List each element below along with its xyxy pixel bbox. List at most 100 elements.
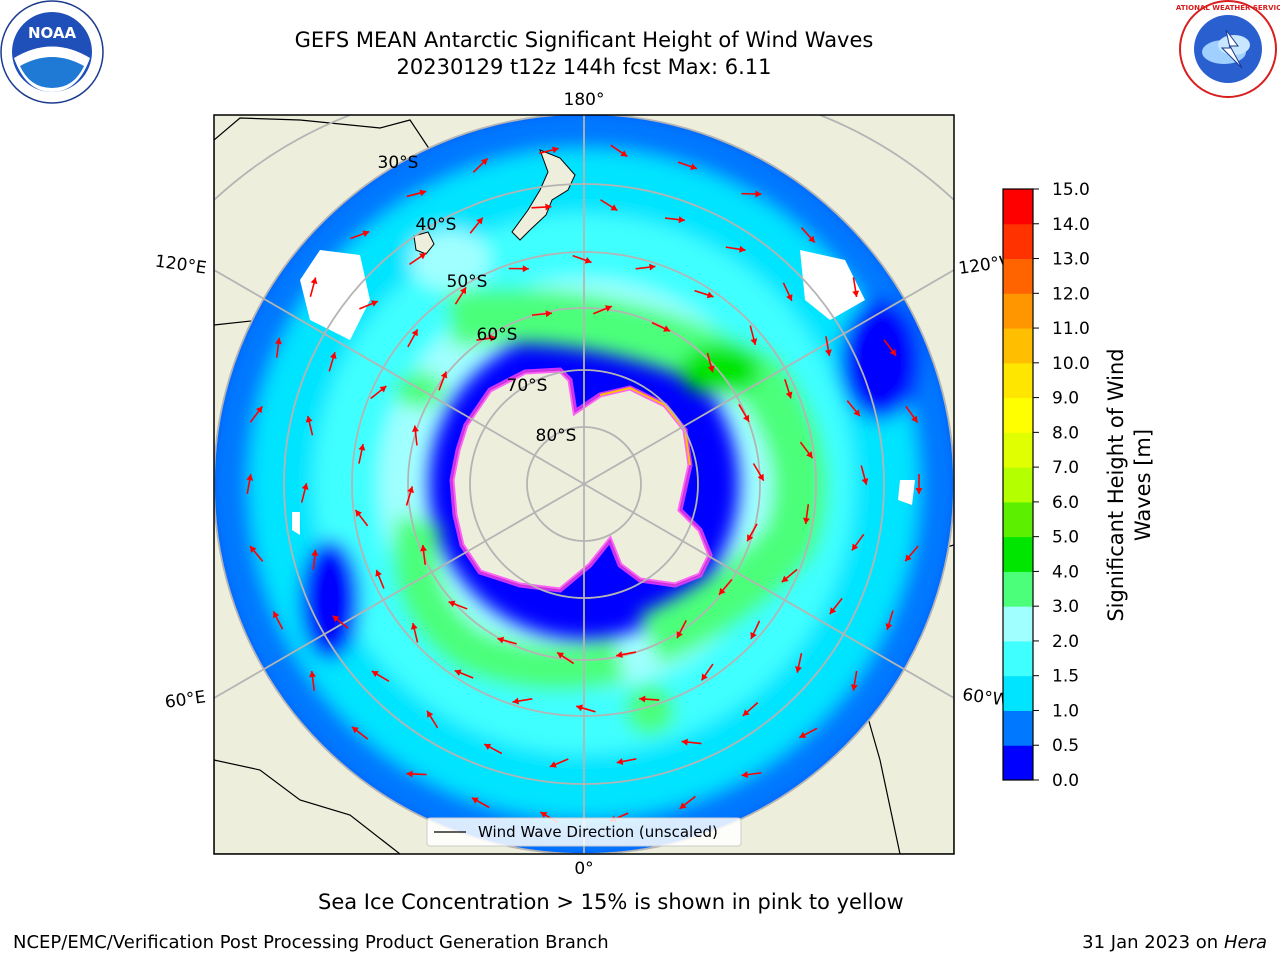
colorbar-swatch xyxy=(1003,536,1033,572)
colorbar-swatch xyxy=(1003,397,1033,433)
wave-direction-arrow xyxy=(718,578,733,596)
colorbar-swatch xyxy=(1003,606,1033,642)
wave-direction-arrow xyxy=(784,379,793,399)
colorbar-tick-label: 3.0 xyxy=(1052,597,1079,617)
wave-direction-arrow xyxy=(411,425,419,446)
wave-direction-arrow xyxy=(600,199,618,212)
wave-direction-arrow xyxy=(309,277,318,297)
colorbar-tick-label: 11.0 xyxy=(1052,319,1090,339)
colorbar: 0.0 0.5 1.0 1.5 2.0 3.0 4.0 5.0 6.0 7.0 8.0 9.0 10.0… xyxy=(1002,180,1090,791)
wave-direction-arrow xyxy=(508,265,529,273)
footer-date: 31 Jan 2023 on xyxy=(1082,932,1219,953)
colorbar-tick-label: 10.0 xyxy=(1052,354,1090,374)
wave-direction-arrow xyxy=(798,727,818,739)
parallel-label: 40°S xyxy=(416,215,457,235)
footer-left: NCEP/EMC/Verification Post Processing Pr… xyxy=(13,932,609,953)
parallel-label: 80°S xyxy=(536,426,577,446)
colorbar-swatch xyxy=(1003,432,1033,468)
colorbar-tick-label: 14.0 xyxy=(1052,215,1090,235)
wave-direction-arrow xyxy=(905,405,919,423)
wave-direction-arrow xyxy=(512,697,533,705)
wave-direction-arrow xyxy=(915,474,923,494)
parallel-label: 30°S xyxy=(378,153,419,173)
nodata-patch xyxy=(292,512,300,535)
wave-direction-arrow xyxy=(850,670,858,691)
wave-direction-arrow xyxy=(531,203,552,211)
wave-direction-arrow xyxy=(664,216,685,224)
legend-box xyxy=(426,817,742,847)
wave-direction-arrow xyxy=(311,549,319,570)
wave-direction-arrow xyxy=(539,146,559,155)
colorbar-tick-label: 0.5 xyxy=(1052,736,1079,756)
chart-subtitle: 20230129 t12z 144h fcst Max: 6.11 xyxy=(396,55,772,79)
wave-direction-arrow xyxy=(677,161,698,171)
wind-wave-arrows xyxy=(246,144,923,823)
meridian-label: 0° xyxy=(574,859,593,879)
wave-direction-arrow xyxy=(406,770,427,778)
wave-direction-arrow xyxy=(802,504,810,525)
wave-direction-arrow xyxy=(883,339,897,357)
noaa-logo: NOAA xyxy=(0,0,104,104)
wave-direction-arrow xyxy=(635,263,656,271)
wave-direction-arrow xyxy=(483,743,503,755)
meridian-label: 120°E xyxy=(154,252,208,279)
colorbar-tick-label: 13.0 xyxy=(1052,250,1090,270)
wave-direction-arrow xyxy=(800,227,816,244)
wave-direction-arrow xyxy=(651,321,671,332)
colorbar-tick-label: 5.0 xyxy=(1052,528,1079,548)
wave-direction-arrow xyxy=(676,620,687,639)
colorbar-swatch xyxy=(1003,223,1033,260)
wave-direction-arrow xyxy=(700,663,714,681)
colorbar-swatch xyxy=(1003,293,1033,329)
wave-direction-arrow xyxy=(639,695,660,703)
wave-direction-arrow xyxy=(405,486,414,506)
legend-label: Wind Wave Direction (unscaled) xyxy=(478,823,718,841)
nws-logo: NATIONAL WEATHER SERVICE xyxy=(1176,0,1280,98)
wave-direction-arrow xyxy=(454,669,474,679)
wave-direction-arrow xyxy=(742,702,759,717)
nodata-patch xyxy=(300,250,370,340)
wave-direction-arrow xyxy=(249,545,264,562)
wave-direction-arrow xyxy=(305,415,314,436)
wave-direction-arrow xyxy=(308,670,316,691)
wave-direction-arrow xyxy=(593,305,613,315)
wave-direction-arrow xyxy=(829,597,843,615)
wave-direction-arrow xyxy=(272,610,284,630)
colorbar-tick-label: 0.0 xyxy=(1052,771,1079,791)
wave-direction-arrow xyxy=(556,651,575,665)
wave-direction-arrow xyxy=(741,190,762,198)
wave-direction-arrow xyxy=(426,710,439,729)
colorbar-label-line2: Waves [m] xyxy=(1131,429,1155,541)
wave-direction-arrow xyxy=(549,758,569,768)
wave-direction-arrow xyxy=(846,400,861,417)
wave-direction-arrow xyxy=(354,509,369,527)
wave-direction-arrow xyxy=(469,217,484,234)
wave-direction-arrow xyxy=(300,482,309,503)
sea-ice-note: Sea Ice Concentration > 15% is shown in … xyxy=(318,890,904,914)
map-frame xyxy=(213,114,955,855)
wave-direction-arrow xyxy=(782,282,793,302)
wave-direction-arrow xyxy=(750,620,761,640)
colorbar-swatch xyxy=(1003,571,1033,607)
colorbar-swatch xyxy=(1003,258,1033,294)
wave-direction-arrow xyxy=(370,385,387,400)
wave-direction-arrow xyxy=(738,404,750,423)
wave-direction-arrow xyxy=(795,653,803,673)
wave-direction-arrow xyxy=(904,545,919,562)
colorbar-label-line1: Significant Height of Wind xyxy=(1104,348,1128,621)
colorbar-swatch xyxy=(1003,501,1033,538)
wave-direction-arrow xyxy=(610,144,628,158)
colorbar-tick-label: 1.5 xyxy=(1052,667,1079,687)
wave-direction-arrow xyxy=(799,441,814,459)
wave-direction-arrow xyxy=(471,797,490,809)
colorbar-swatch xyxy=(1003,328,1033,364)
parallel-label: 50°S xyxy=(447,272,488,292)
wave-direction-arrow xyxy=(725,245,746,253)
wave-direction-arrow xyxy=(350,230,370,240)
colorbar-tick-label: 7.0 xyxy=(1052,458,1079,478)
sea-ice-edge xyxy=(449,367,713,593)
meridian-label: 60°E xyxy=(164,687,207,712)
wave-direction-arrow xyxy=(531,310,552,318)
wave-direction-arrow xyxy=(274,337,282,358)
wave-direction-arrow xyxy=(752,463,765,482)
